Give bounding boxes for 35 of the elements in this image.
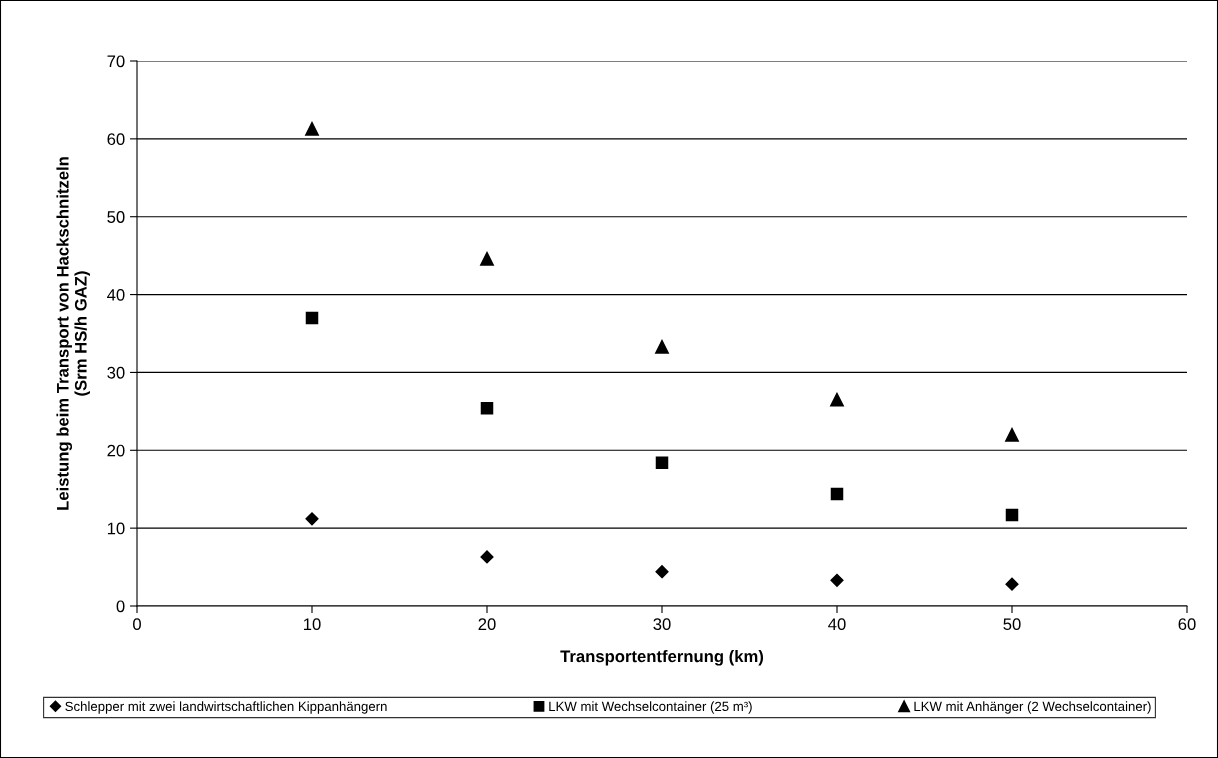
point <box>830 487 844 501</box>
x-tick-label: 10 <box>304 618 321 631</box>
point <box>655 565 669 579</box>
point <box>1005 508 1019 522</box>
x-tick-label: 60 <box>1178 618 1196 631</box>
x-tick-label: 40 <box>828 618 846 631</box>
point <box>655 456 669 469</box>
y-tick-label: 30 <box>107 366 125 379</box>
x-tick-label: 50 <box>1003 618 1021 631</box>
point <box>480 550 494 564</box>
y-tick-label: 60 <box>107 133 125 146</box>
point <box>1005 427 1019 442</box>
y-tick-label: 0 <box>116 600 125 613</box>
legend-label: LKW mit Anhänger (2 Wechselcontainer) <box>914 701 1151 714</box>
y-tick-label: 70 <box>107 55 125 68</box>
y-tick-label: 40 <box>107 288 125 301</box>
y-axis-title: Leistung beim Transport von Hackschnitzeln (Srm HS/h GAZ) <box>56 157 90 510</box>
x-axis-title: Transportentfernung (km) <box>560 650 764 666</box>
y-tick-label: 50 <box>107 211 125 223</box>
point <box>480 401 494 415</box>
x-tick-label: 20 <box>478 618 496 631</box>
legend-label: Schlepper mit zwei landwirtschaftlichen Kippanhängern <box>65 701 387 714</box>
point <box>480 251 494 266</box>
point <box>830 573 844 587</box>
point <box>305 311 319 325</box>
legend-label: LKW mit Wechselcontainer (25 m³) <box>549 701 752 714</box>
y-tick-label: 10 <box>107 522 125 535</box>
x-tick-label: 0 <box>133 618 141 631</box>
point <box>655 339 669 354</box>
y-tick-label: 20 <box>107 444 125 457</box>
x-tick-label: 30 <box>653 618 671 631</box>
point <box>305 121 319 136</box>
point <box>305 512 319 526</box>
point <box>1005 577 1019 591</box>
point <box>830 392 844 407</box>
